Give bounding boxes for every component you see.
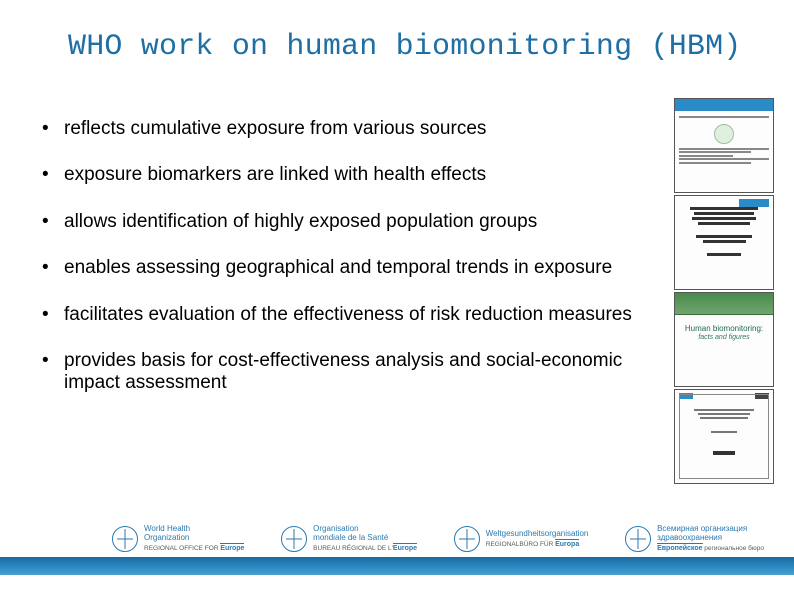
side-thumbnails: Human biomonitoring: facts and figures [674,98,774,484]
logo-region: Europe [220,543,244,552]
content-area: reflects cumulative exposure from variou… [36,118,656,419]
logo-region: Europa [555,539,579,548]
thumb3-title2: facts and figures [698,334,749,341]
who-logo-ru: Всемирная организация здравоохранения Ев… [625,525,764,553]
bullet-item: allows identification of highly exposed … [36,211,656,233]
thumbnail-facts-figures: Human biomonitoring: facts and figures [674,292,774,387]
thumbnail-document [674,389,774,484]
logo-line2: здравоохранения [657,534,764,542]
who-emblem-icon [281,526,307,552]
who-emblem-icon [112,526,138,552]
logo-line2: Organization [144,534,244,542]
bullet-item: reflects cumulative exposure from variou… [36,118,656,140]
thumb3-title1: Human biomonitoring: [685,324,763,333]
footer-band [0,557,794,575]
slide-title: WHO work on human biomonitoring (HBM) [0,0,794,64]
bullet-item: facilitates evaluation of the effectiven… [36,304,656,326]
bullet-item: provides basis for cost-effectiveness an… [36,350,656,395]
logo-line1: Weltgesundheitsorganisation [486,530,589,538]
who-logo-fr: Organisation mondiale de la Santé BUREAU… [281,525,417,553]
bullet-list: reflects cumulative exposure from variou… [36,118,656,395]
bullet-item: exposure biomarkers are linked with heal… [36,164,656,186]
thumbnail-report [674,195,774,290]
bullet-item: enables assessing geographical and tempo… [36,257,656,279]
logo-region: Европейское [657,543,702,552]
who-logo-en: World Health Organization REGIONAL OFFIC… [112,525,244,553]
who-logo-de: Weltgesundheitsorganisation REGIONALBÜRO… [454,526,589,552]
thumbnail-webpage [674,98,774,193]
logo-line2: mondiale de la Santé [313,534,417,542]
footer-logos: World Health Organization REGIONAL OFFIC… [112,525,764,553]
who-emblem-icon [454,526,480,552]
slide: WHO work on human biomonitoring (HBM) re… [0,0,794,595]
who-emblem-icon [625,526,651,552]
logo-region: Europe [393,543,417,552]
